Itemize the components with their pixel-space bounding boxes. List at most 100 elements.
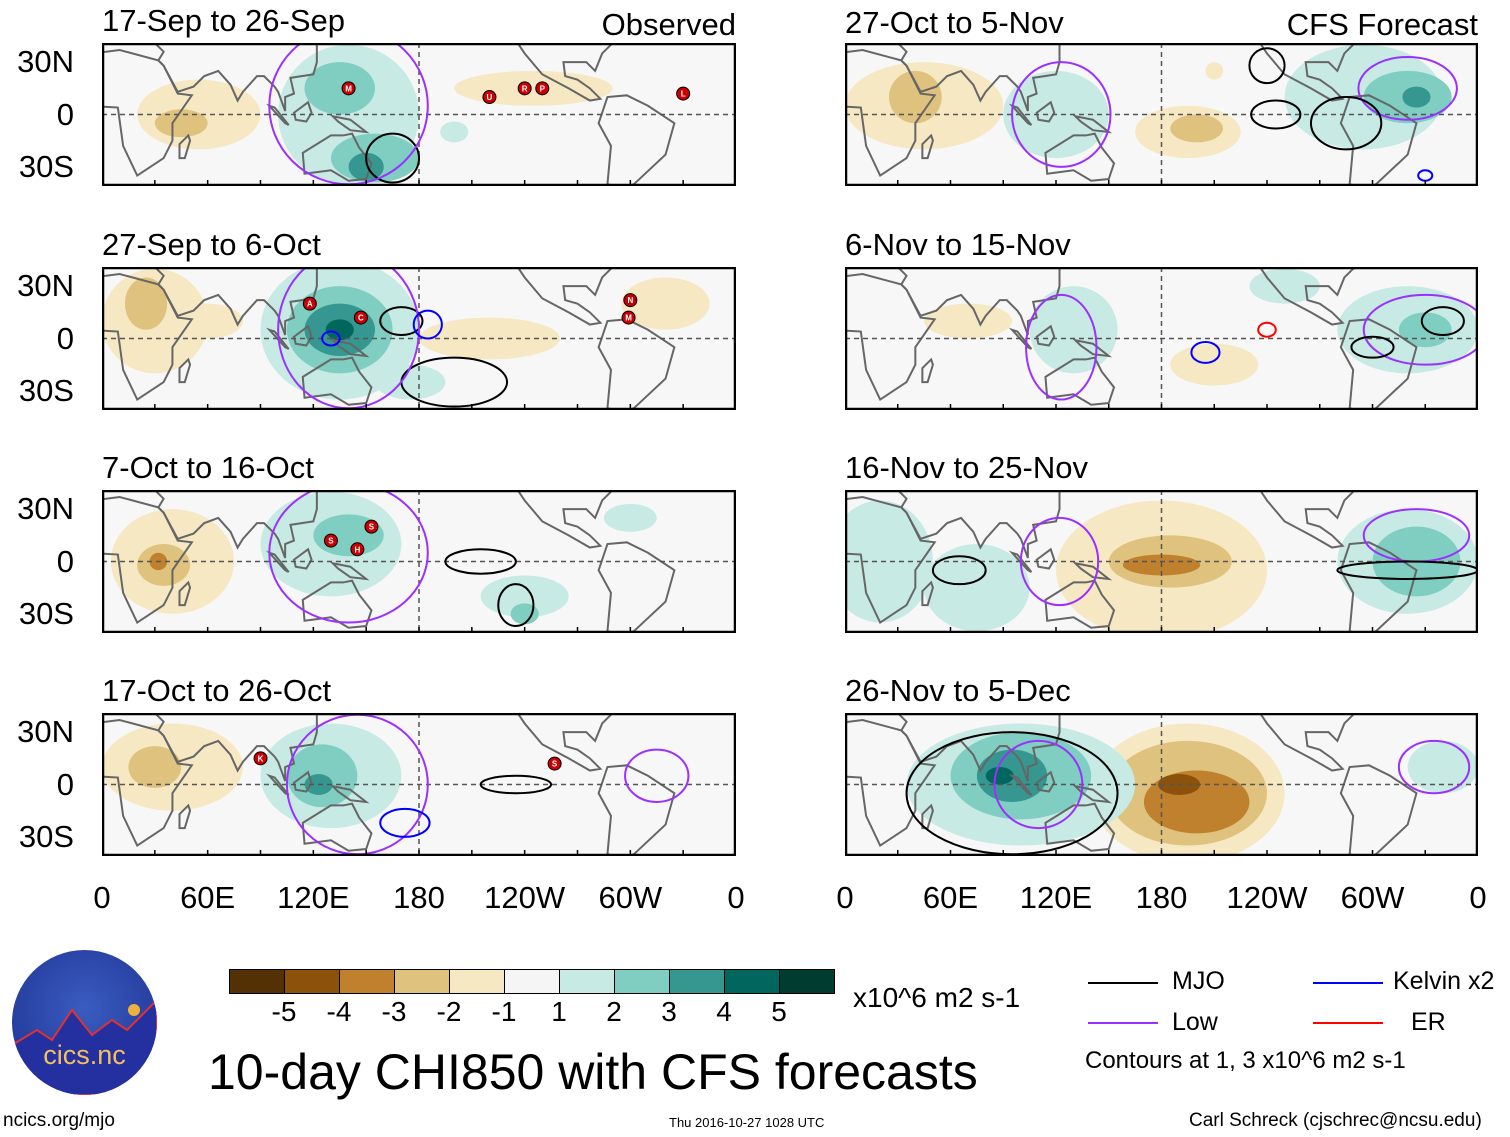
panel-title: 17-Oct to 26-Oct <box>102 673 332 708</box>
coastline-africa <box>102 495 194 625</box>
anomaly-shading <box>888 70 942 124</box>
mjo-contour <box>497 583 535 628</box>
lon-label: 0 <box>727 880 745 915</box>
panel-title: 7-Oct to 16-Oct <box>102 450 314 485</box>
forecast-label: CFS Forecast <box>1286 7 1478 42</box>
low-contour <box>1362 293 1478 366</box>
logo-text: cics.nc <box>43 1040 126 1070</box>
colorbar-swatch <box>780 970 834 993</box>
colorbar-swatch <box>285 970 340 993</box>
lon-label: 60E <box>922 880 979 915</box>
low-legend-label: Low <box>1172 1008 1218 1036</box>
anomaly-shading <box>621 277 710 330</box>
low-contour <box>1025 293 1098 401</box>
mjo-contour <box>1350 335 1395 359</box>
er-legend-label: ER <box>1411 1008 1446 1036</box>
footer-url[interactable]: ncics.org/mjo <box>3 1110 115 1131</box>
mjo-legend-line <box>1088 982 1158 984</box>
kelvin-contour <box>412 309 443 340</box>
coastline-madagascar <box>921 580 934 607</box>
coastline-madagascar <box>921 133 934 160</box>
coastline-sumatra <box>1008 103 1033 126</box>
coastline-namerica <box>1258 267 1357 326</box>
kelvin-contour <box>379 807 431 838</box>
kelvin-legend-label: Kelvin x2 <box>1393 967 1495 995</box>
coastline-newguinea <box>1072 114 1113 134</box>
map-panel-6 <box>845 267 1478 410</box>
anomaly-shading <box>1170 114 1224 143</box>
mjo-contour <box>931 555 987 586</box>
anomaly-shading <box>304 62 375 115</box>
colorbar-swatch <box>230 970 285 993</box>
lat-label: 0 <box>56 96 74 132</box>
contours-note: Contours at 1, 3 x10^6 m2 s-1 <box>1085 1047 1406 1074</box>
coastline-sumatra <box>266 327 290 350</box>
mjo-contour <box>365 132 421 184</box>
storm-letter: A <box>307 300 313 309</box>
lat-label: 30S <box>18 372 74 408</box>
coastline-madagascar <box>178 803 192 830</box>
coastline-africa <box>845 48 937 178</box>
kelvin-legend-line <box>1313 982 1383 984</box>
coastline-borneo <box>1035 100 1056 123</box>
storm-letter: S <box>369 523 375 532</box>
anomaly-shading <box>348 152 384 181</box>
panel-title: 17-Sep to 26-Sep <box>102 3 346 38</box>
coastline-borneo <box>292 770 313 793</box>
footer-timestamp: Thu 2016-10-27 1028 UTC <box>669 1115 825 1130</box>
coastline-sumatra <box>266 773 290 796</box>
colorbar-label: -4 <box>326 996 352 1027</box>
lon-label: 0 <box>1469 880 1487 915</box>
coastline-madagascar <box>178 357 192 384</box>
coastline-eurasia <box>896 267 1061 336</box>
storm-letter: M <box>345 84 352 93</box>
map-panel-4: KS <box>102 713 736 856</box>
coastline-australia <box>301 356 373 406</box>
coastline-sumatra <box>1008 550 1033 573</box>
anomaly-shading <box>1284 44 1443 150</box>
coastline-madagascar <box>921 357 934 384</box>
coastline-sumatra <box>1008 773 1033 796</box>
lon-label: 0 <box>93 880 111 915</box>
coastline-namerica <box>516 267 615 326</box>
lon-label: 60E <box>180 880 236 915</box>
mjo-contour <box>1250 99 1302 130</box>
map-panel-7 <box>845 490 1478 633</box>
storm-letter: M <box>625 314 632 323</box>
storm-letter: L <box>681 90 686 99</box>
coastline-borneo <box>292 547 313 570</box>
panel-title: 27-Oct to 5-Nov <box>845 5 1064 40</box>
map-panel-2: A C NM <box>102 267 736 410</box>
coastline-eurasia <box>153 43 318 112</box>
anomaly-shading <box>510 603 539 625</box>
tropical-cyclone-icon: C <box>353 310 368 325</box>
panel-title: 16-Nov to 25-Nov <box>845 450 1088 485</box>
kelvin-contour <box>1417 169 1434 182</box>
storm-letter: P <box>540 84 546 93</box>
storm-letter: U <box>487 93 493 102</box>
low-legend-line <box>1088 1022 1158 1024</box>
coastline-samerica <box>597 764 676 856</box>
coastline-samerica <box>597 94 676 186</box>
anomaly-shading <box>128 746 182 788</box>
colorbar-label: 3 <box>661 996 677 1027</box>
anomaly-shading <box>1402 86 1431 108</box>
mjo-contour <box>1336 560 1478 580</box>
map-panel-1: M U R P L <box>102 43 736 186</box>
colorbar-swatch <box>670 970 725 993</box>
colorbar-label: -5 <box>271 996 297 1027</box>
mjo-contour <box>379 306 424 337</box>
coastline-samerica <box>597 541 676 633</box>
low-contour <box>1357 55 1458 121</box>
coastline-namerica <box>1258 713 1357 772</box>
coastline-namerica <box>516 43 615 102</box>
coastline-africa <box>845 495 937 625</box>
coastline-madagascar <box>178 133 192 160</box>
tropical-cyclone-icon: L <box>676 86 691 101</box>
coastline-newguinea <box>329 561 370 581</box>
coastline-africa <box>102 48 194 178</box>
coastline-namerica <box>516 713 615 772</box>
footer-credit: Carl Schreck (cjschrec@ncsu.edu) <box>1189 1110 1482 1131</box>
colorbar <box>229 969 835 994</box>
coastline-sumatra <box>266 550 290 573</box>
